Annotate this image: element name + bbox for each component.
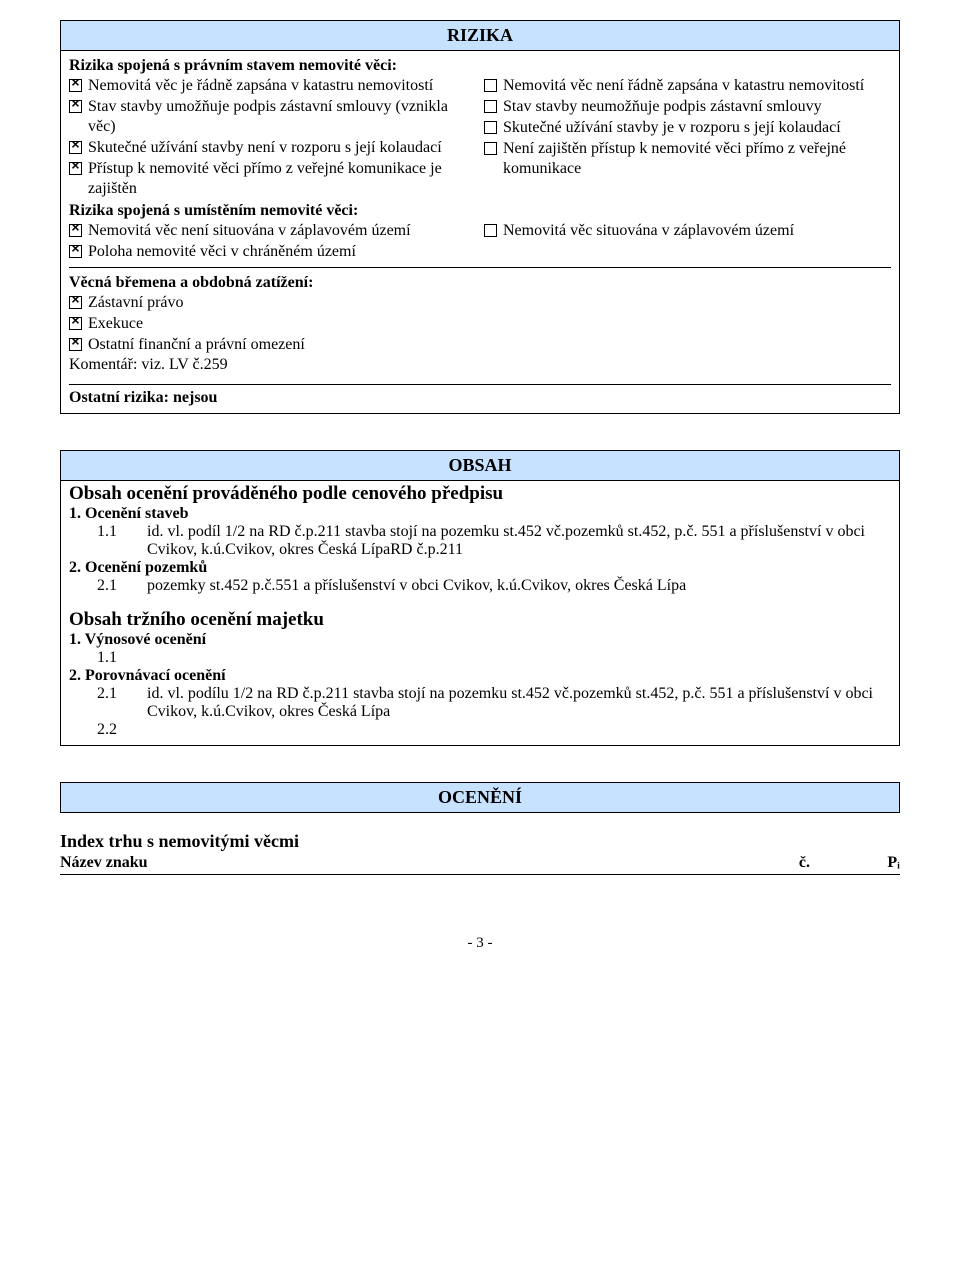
list-item-text [147,649,891,667]
market-g1-label: 1. Výnosové ocenění [69,631,891,649]
rizika-content: Rizika spojená s právním stavem nemovité… [61,51,899,413]
obsah-box: OBSAH Obsah ocenění prováděného podle ce… [60,450,900,746]
rizika-title: RIZIKA [61,21,899,51]
checklist-item-text: Nemovitá věc je řádně zapsána v katastru… [88,76,433,96]
list-item: 1.1 [97,649,891,667]
market-g2-label: 2. Porovnávací ocenění [69,667,891,685]
pricing-g1-label: 1. Ocenění staveb [69,505,891,523]
checkbox-crossed-icon [69,245,82,258]
section-d: Ostatní rizika: nejsou [69,387,891,407]
checklist-item-text: Přístup k nemovité věci přímo z veřejné … [88,159,476,199]
list-item-number: 2.1 [97,685,147,721]
checklist-item: Skutečné užívání stavby není v rozporu s… [69,138,476,158]
checklist-item-text: Ostatní finanční a právní omezení [88,335,305,355]
checkbox-empty-icon [484,121,497,134]
list-item-number: 2.2 [97,721,147,739]
section-a-cols: Nemovitá věc je řádně zapsána v katastru… [69,75,891,200]
checkbox-crossed-icon [69,338,82,351]
checkbox-crossed-icon [69,224,82,237]
checklist-item-text: Skutečné užívání stavby je v rozporu s j… [503,118,841,138]
list-item-text: pozemky st.452 p.č.551 a příslušenství v… [147,577,891,595]
checklist-item-text: Stav stavby umožňuje podpis zástavní sml… [88,97,476,137]
page-number: - 3 - [60,935,900,952]
checklist-item: Nemovitá věc je řádně zapsána v katastru… [69,76,476,96]
oceneni-title: OCENĚNÍ [61,783,899,812]
pricing-g2-label: 2. Ocenění pozemků [69,559,891,577]
checklist-item: Skutečné užívání stavby je v rozporu s j… [484,118,891,138]
list-item-text: id. vl. podílu 1/2 na RD č.p.211 stavba … [147,685,891,721]
checkbox-crossed-icon [69,79,82,92]
checklist-item-text: Poloha nemovité věci v chráněném území [88,242,356,262]
checklist-item: Exekuce [69,314,891,334]
list-item-text: id. vl. podíl 1/2 na RD č.p.211 stavba s… [147,523,891,559]
list-item: 1.1id. vl. podíl 1/2 na RD č.p.211 stavb… [97,523,891,559]
checklist-item-text: Není zajištěn přístup k nemovité věci př… [503,139,891,179]
market-heading: Obsah tržního ocenění majetku [69,609,891,631]
list-item-number: 2.1 [97,577,147,595]
oceneni-box: OCENĚNÍ [60,782,900,813]
section-b-cols: Nemovitá věc není situována v záplavovém… [69,220,891,263]
section-c-heading: Věcná břemena a obdobná zatížení: [69,274,891,292]
obsah-body: Obsah ocenění prováděného podle cenového… [61,481,899,745]
index-title: Index trhu s nemovitými věcmi [60,831,900,852]
checklist-item-text: Zástavní právo [88,293,184,313]
checklist-item-text: Stav stavby neumožňuje podpis zástavní s… [503,97,822,117]
checkbox-empty-icon [484,142,497,155]
checkbox-crossed-icon [69,162,82,175]
list-item-number: 1.1 [97,523,147,559]
checklist-item: Nemovitá věc situována v záplavovém územ… [484,221,891,241]
checklist-item: Přístup k nemovité věci přímo z veřejné … [69,159,476,199]
list-item: 2.1pozemky st.452 p.č.551 a příslušenstv… [97,577,891,595]
rizika-box: RIZIKA Rizika spojená s právním stavem n… [60,20,900,414]
list-item-number: 1.1 [97,649,147,667]
pricing-heading: Obsah ocenění prováděného podle cenového… [69,483,891,505]
index-col-c: Pᵢ [840,854,900,872]
checklist-item: Poloha nemovité věci v chráněném území [69,242,476,262]
checklist-item-text: Nemovitá věc situována v záplavovém územ… [503,221,794,241]
list-item: 2.2 [97,721,891,739]
checklist-item: Stav stavby neumožňuje podpis zástavní s… [484,97,891,117]
checkbox-empty-icon [484,79,497,92]
obsah-title: OBSAH [61,451,899,481]
index-table: Index trhu s nemovitými věcmi Název znak… [60,831,900,875]
checklist-item: Stav stavby umožňuje podpis zástavní sml… [69,97,476,137]
checkbox-crossed-icon [69,100,82,113]
checklist-item-text: Nemovitá věc není řádně zapsána v katast… [503,76,864,96]
index-col-a: Název znaku [60,854,740,872]
index-col-b: č. [740,854,840,872]
checklist-item: Nemovitá věc není situována v záplavovém… [69,221,476,241]
section-c-comment: Komentář: viz. LV č.259 [69,356,891,374]
checkbox-crossed-icon [69,317,82,330]
checkbox-empty-icon [484,100,497,113]
list-item-text [147,721,891,739]
checklist-item: Není zajištěn přístup k nemovité věci př… [484,139,891,179]
checkbox-crossed-icon [69,141,82,154]
checkbox-crossed-icon [69,296,82,309]
checklist-item: Ostatní finanční a právní omezení [69,335,891,355]
checklist-item: Zástavní právo [69,293,891,313]
list-item: 2.1id. vl. podílu 1/2 na RD č.p.211 stav… [97,685,891,721]
checkbox-empty-icon [484,224,497,237]
checklist-item-text: Skutečné užívání stavby není v rozporu s… [88,138,442,158]
checklist-item-text: Exekuce [88,314,143,334]
checklist-item: Nemovitá věc není řádně zapsána v katast… [484,76,891,96]
section-b-heading: Rizika spojená s umístěním nemovité věci… [69,202,891,220]
index-header-row: Název znaku č. Pᵢ [60,852,900,875]
section-a-heading: Rizika spojená s právním stavem nemovité… [69,57,891,75]
checklist-item-text: Nemovitá věc není situována v záplavovém… [88,221,411,241]
